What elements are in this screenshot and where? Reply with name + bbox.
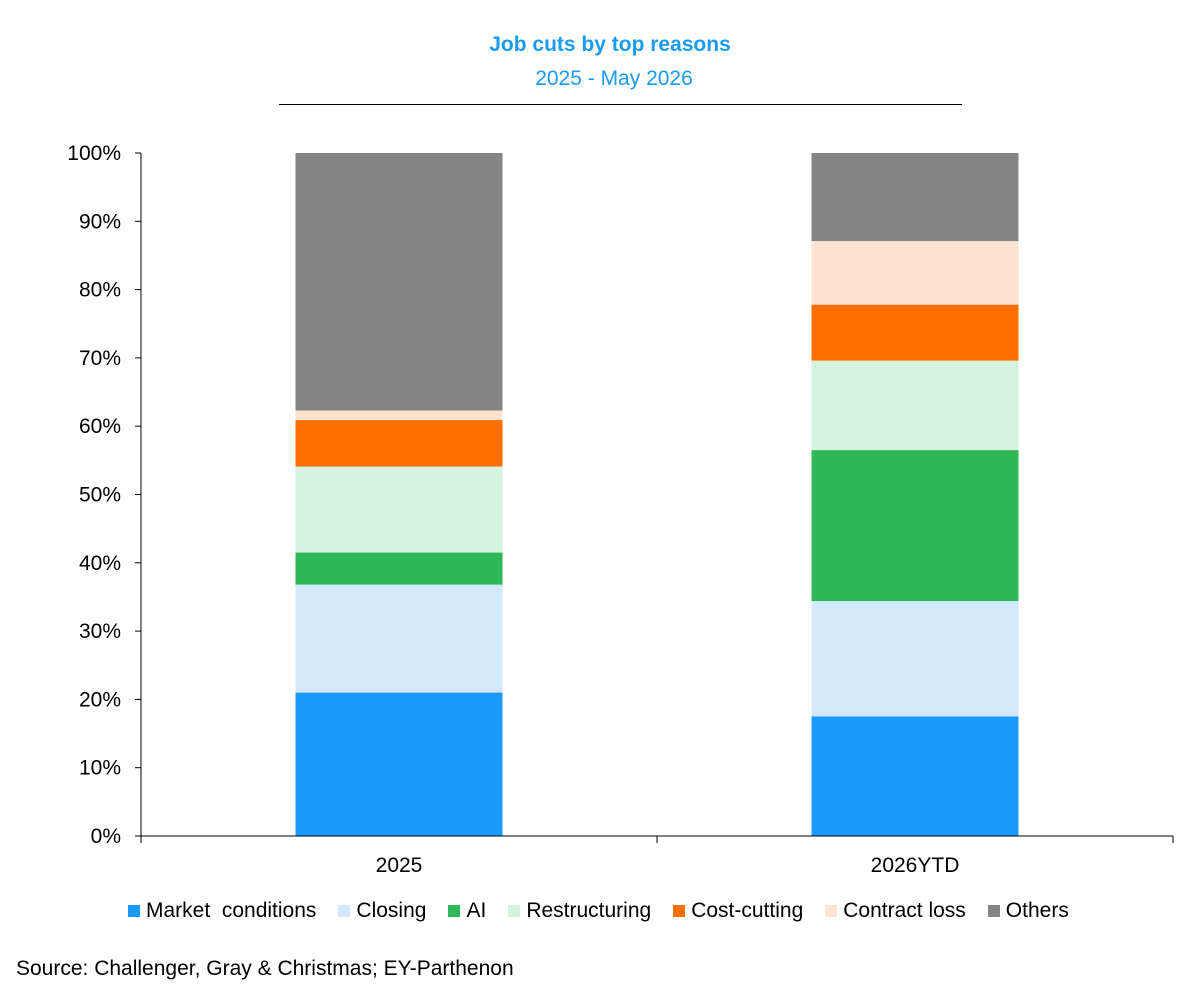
legend-swatch bbox=[128, 905, 140, 917]
legend-item: Restructuring bbox=[508, 899, 651, 923]
bar-segment-2026YTD-others bbox=[811, 153, 1019, 242]
legend-label: Others bbox=[1005, 899, 1069, 922]
y-tick-label: 90% bbox=[79, 210, 121, 233]
legend-item: Contract loss bbox=[825, 899, 966, 923]
chart-subtitle: 2025 - May 2026 bbox=[535, 67, 693, 90]
legend-swatch bbox=[338, 905, 351, 917]
bar-segment-2026YTD-restructuring bbox=[811, 360, 1019, 451]
y-tick-label: 40% bbox=[79, 552, 121, 575]
bar-segment-2025-cost-cutting bbox=[295, 420, 503, 467]
bar-segment-2025-closing bbox=[295, 584, 503, 693]
legend-label: Restructuring bbox=[526, 899, 652, 922]
x-tick-label: 2025 bbox=[376, 854, 423, 877]
y-tick-label: 30% bbox=[79, 620, 121, 643]
legend-swatch bbox=[448, 905, 461, 917]
legend-label: Contract loss bbox=[843, 899, 966, 922]
legend-label: Cost-cutting bbox=[691, 899, 804, 922]
bar-segment-2025-contract-loss bbox=[295, 410, 503, 421]
bar-segment-2026YTD-contract-loss bbox=[811, 241, 1019, 305]
y-tick-labels: 0% 10% 20% 30% 40% 50% 60% 70% 80% 90% 100% bbox=[67, 142, 121, 848]
y-tick-label: 80% bbox=[79, 279, 121, 302]
bar-segment-2026YTD-ai bbox=[811, 450, 1019, 602]
legend-swatch bbox=[508, 905, 521, 917]
y-tick-label: 70% bbox=[79, 347, 121, 370]
legend-item: Closing bbox=[338, 899, 426, 923]
legend-item: Cost-cutting bbox=[673, 899, 803, 923]
legend-item: Market conditions bbox=[128, 899, 316, 923]
y-tick-label: 20% bbox=[79, 688, 121, 711]
bar-segment-2025-restructuring bbox=[295, 466, 503, 553]
title-divider bbox=[279, 104, 962, 105]
x-tick-labels: 2025 2026YTD bbox=[376, 854, 960, 877]
x-tick-label: 2026YTD bbox=[871, 854, 960, 877]
source-note: Source: Challenger, Gray & Christmas; EY… bbox=[16, 957, 514, 980]
bar-segment-2026YTD-closing bbox=[811, 601, 1019, 717]
bar-segment-2026YTD-cost-cutting bbox=[811, 304, 1019, 361]
chart-title: Job cuts by top reasons bbox=[489, 33, 731, 56]
legend-item: Others bbox=[987, 899, 1069, 923]
bars-group bbox=[295, 153, 1019, 836]
legend-item: AI bbox=[448, 899, 486, 923]
bar-segment-2025-market-conditions bbox=[295, 692, 503, 836]
stacked-bar-chart: 0%10%20%30%40%50%60%70%80%90%100% 2025 20… bbox=[67, 142, 1174, 877]
bar-segment-2026YTD-market-conditions bbox=[811, 716, 1019, 836]
y-tick-label: 0% bbox=[91, 825, 121, 848]
bar-segment-2025-others bbox=[295, 153, 503, 411]
legend-label: AI bbox=[466, 899, 487, 922]
legend-swatch bbox=[825, 905, 838, 917]
legend-label: Market conditions bbox=[146, 899, 317, 922]
y-tick-label: 10% bbox=[79, 757, 121, 780]
y-tick-label: 100% bbox=[67, 142, 121, 165]
legend: Market conditions Closing AI Restructuring C… bbox=[128, 899, 1091, 923]
y-tick-label: 60% bbox=[79, 415, 121, 438]
bar-segment-2025-ai bbox=[295, 552, 503, 585]
axes-group bbox=[135, 152, 1174, 843]
y-tick-label: 50% bbox=[79, 484, 121, 507]
legend-swatch bbox=[987, 905, 1000, 917]
legend-label: Closing bbox=[356, 899, 427, 922]
legend-swatch bbox=[673, 905, 686, 917]
